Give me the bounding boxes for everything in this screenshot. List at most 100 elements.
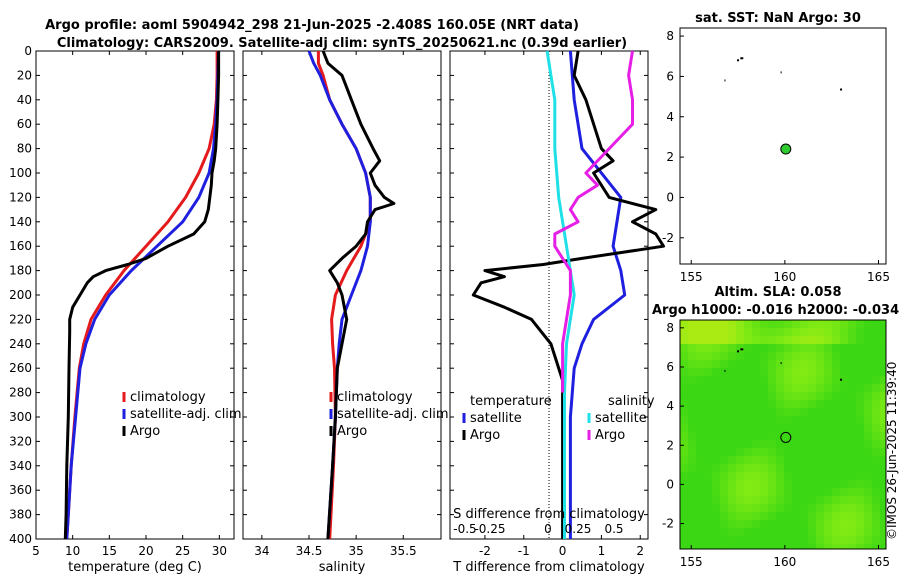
sla-cell [856,472,864,480]
sla-cell [696,336,704,344]
sla-cell [848,360,856,368]
sla-cell [704,360,712,368]
sla-cell [744,456,752,464]
top-tick-label: 0.5 [604,522,623,536]
sla-cell [704,416,712,424]
sla-cell [792,392,800,400]
sla-cell [816,488,824,496]
y-tick-label: 320 [9,434,32,448]
sla-cell [704,344,712,352]
sla-cell [728,480,736,488]
sla-cell [768,400,776,408]
sla-cell [760,408,768,416]
sla-cell [760,512,768,520]
sla-cell [752,344,760,352]
sla-cell [784,320,792,328]
x-tick-label: 34 [254,544,269,558]
sla-cell [840,480,848,488]
sla-cell [720,360,728,368]
sla-cell [768,464,776,472]
sla-cell [800,472,808,480]
sla-cell [744,536,752,544]
sla-cell [832,424,840,432]
sla-cell [728,368,736,376]
x-tick-label: 35.5 [390,544,417,558]
sla-cell [768,480,776,488]
sla-cell [688,360,696,368]
sla-cell [752,328,760,336]
map-y-tick-label: 0 [666,190,674,204]
sla-cell [880,328,886,336]
sla-cell [680,416,688,424]
sla-cell [712,400,720,408]
sla-cell [704,320,712,328]
sla-cell [744,336,752,344]
sla-cell [832,472,840,480]
sla-cell [752,392,760,400]
map-y-tick-label: -2 [662,231,674,245]
sla-cell [728,360,736,368]
sla-cell [720,520,728,528]
legend-label: satellite-adj. clim [130,407,242,422]
sla-cell [840,424,848,432]
sla-cell [848,520,856,528]
sla-cell [704,328,712,336]
sla-cell [736,480,744,488]
sla-cell [696,416,704,424]
sla-cell [856,416,864,424]
sla-cell [816,440,824,448]
sla-cell [704,400,712,408]
sla-cell [768,544,776,549]
legend-label: climatology [337,390,413,405]
sla-cell [720,440,728,448]
sla-cell [840,496,848,504]
sla-cell [728,520,736,528]
sla-cell [880,528,886,536]
sla-cell [824,520,832,528]
sla-cell [816,456,824,464]
sla-cell [712,472,720,480]
legend-title-salinity: salinity [608,394,655,409]
sla-cell [680,488,688,496]
sla-cell [856,512,864,520]
sla-cell [848,456,856,464]
sla-cell [720,336,728,344]
temperature-ticks: 0 20 40 60 80 100 120 140 160 180 200 220 240 260 280 3… [9,44,234,558]
sla-cell [832,480,840,488]
sla-cell [872,408,880,416]
sla-cell [800,416,808,424]
sla-cell [792,544,800,549]
sla-cell [864,520,872,528]
x-tick-label: 35 [349,544,364,558]
sla-cell [696,424,704,432]
sla-cell [736,544,744,549]
sla-cell [704,440,712,448]
sla-cell [832,504,840,512]
sla-cell [848,480,856,488]
y-tick-label: 400 [9,532,32,546]
sla-cell [736,504,744,512]
sla-cell [688,536,696,544]
series-line-temperature-argo [471,50,665,539]
sla-cell [776,456,784,464]
sla-cell [776,488,784,496]
sla-cell [800,352,808,360]
island [740,57,744,60]
sla-cell [784,432,792,440]
sla-cell [784,464,792,472]
sla-cell [720,496,728,504]
sla-cell [880,480,886,488]
sla-cell [752,352,760,360]
sla-cell [752,528,760,536]
sla-cell [848,392,856,400]
sla-cell [792,520,800,528]
sla-cell [736,448,744,456]
sla-cell [776,376,784,384]
sla-cell [808,448,816,456]
sla-cell [824,504,832,512]
sla-cell [704,464,712,472]
sla-cell [760,392,768,400]
sla-cell [728,472,736,480]
sla-cell [688,336,696,344]
sla-cell [800,440,808,448]
